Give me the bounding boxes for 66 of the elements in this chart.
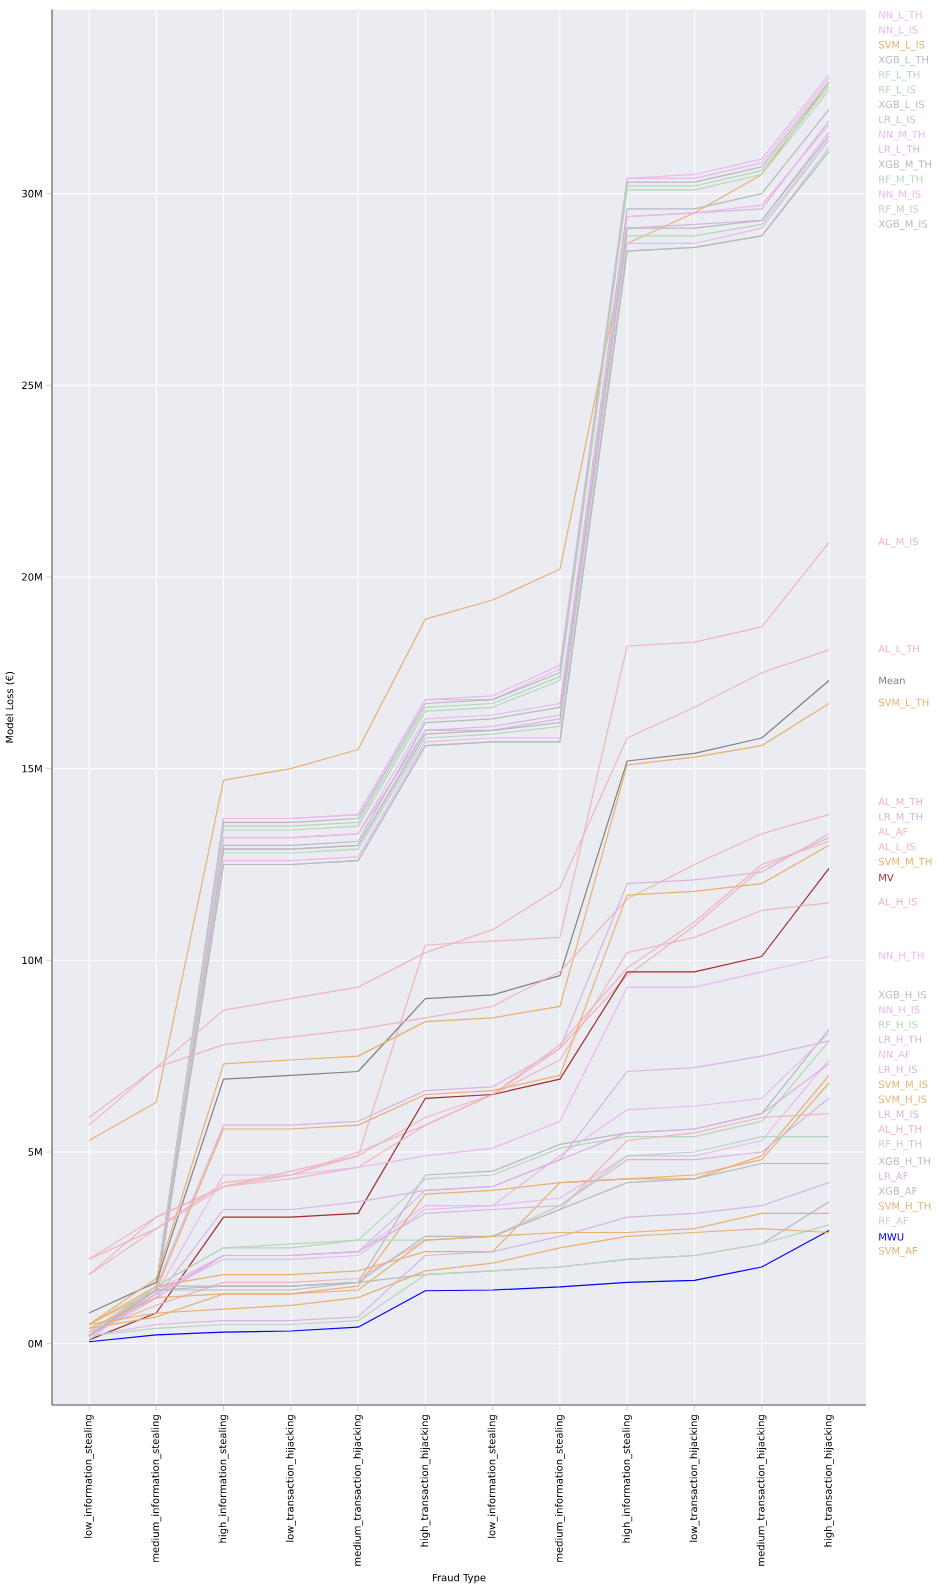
x-tick-label: medium_transaction_hijacking [353, 1415, 364, 1566]
text: AL_M_TH [878, 798, 922, 808]
y-tick-label: 5M [28, 1148, 42, 1156]
text: XGB_H_TH [878, 1157, 930, 1168]
y-tick-label: 15M [22, 764, 42, 773]
text: RF_M_TH [879, 175, 923, 186]
text: SVM_H_TH [878, 1202, 931, 1212]
x-tick-label: high_information_stealing [622, 1415, 633, 1543]
text: RF_AF [879, 1217, 908, 1227]
text: NN_H_IS [879, 1005, 920, 1016]
text: SVM_L_TH [878, 698, 929, 709]
x-tick-label: medium_information_stealing [554, 1415, 565, 1562]
text: Mean [879, 676, 905, 685]
text: LR_AF [879, 1172, 908, 1182]
text: AL_L_TH [878, 645, 919, 655]
text: RF_M_IS [879, 205, 919, 216]
y-tick-label: 20M [22, 573, 42, 581]
text: XGB_H_IS [878, 990, 926, 1001]
y-tick-label: 0M [28, 1339, 42, 1348]
text: SVM_AF [878, 1246, 918, 1257]
text: LR_M_TH [879, 813, 923, 823]
text: NN_M_TH [879, 130, 925, 141]
text: MV [879, 873, 894, 882]
text: RF_H_IS [879, 1020, 918, 1031]
text: SVM_H_IS [878, 1095, 927, 1106]
text: AL_H_TH [878, 1125, 921, 1136]
text: AL_H_IS [878, 897, 917, 908]
text: SVM_L_IS [878, 40, 925, 51]
text: LR_H_TH [879, 1035, 921, 1046]
x-tick-label: high_information_stealing [218, 1415, 229, 1543]
text: MWU [879, 1233, 904, 1241]
y-axis-title: Model Loss (€) [5, 671, 15, 743]
text: NN_M_IS [879, 190, 921, 201]
text: NN_L_TH [879, 11, 922, 21]
x-tick-label: low_transaction_hijacking [285, 1415, 296, 1542]
y-tick-label: 25M [22, 381, 42, 390]
x-tick-label: medium_information_stealing [151, 1415, 162, 1562]
text: SVM_M_IS [878, 1080, 928, 1091]
text: RF_H_TH [879, 1140, 922, 1150]
x-tick-label: low_information_stealing [487, 1415, 498, 1538]
x-tick-label: medium_transaction_hijacking [756, 1415, 767, 1566]
text: NN_L_IS [879, 26, 918, 36]
text: XGB_L_IS [878, 100, 925, 111]
text: XGB_L_TH [878, 55, 928, 66]
x-axis-title: Fraud Type [432, 1573, 486, 1584]
text: RF_L_IS [879, 85, 916, 96]
text: LR_L_IS [879, 115, 916, 126]
text: AL_L_IS [878, 842, 915, 853]
text: XGB_AF [878, 1187, 917, 1197]
x-tick-label: low_transaction_hijacking [689, 1415, 700, 1542]
y-tick-label: 30M [22, 189, 42, 198]
x-tick-label: low_information_stealing [84, 1415, 94, 1538]
text: LR_M_IS [879, 1110, 919, 1121]
text: LR_L_TH [879, 145, 920, 156]
text: AL_AF [878, 827, 908, 838]
text: SVM_M_TH [878, 857, 932, 868]
text: NN_H_TH [879, 951, 924, 962]
text: NN_AF [879, 1050, 911, 1061]
text: XGB_M_IS [878, 220, 928, 230]
x-tick-label: high_transaction_hijacking [824, 1415, 834, 1547]
x-tick-label: high_transaction_hijacking [420, 1415, 431, 1547]
text: LR_H_IS [879, 1065, 918, 1076]
text: AL_M_IS [878, 537, 919, 548]
y-tick-label: 10M [22, 956, 42, 965]
text: XGB_M_TH [878, 160, 932, 171]
text: RF_L_TH [879, 70, 920, 81]
